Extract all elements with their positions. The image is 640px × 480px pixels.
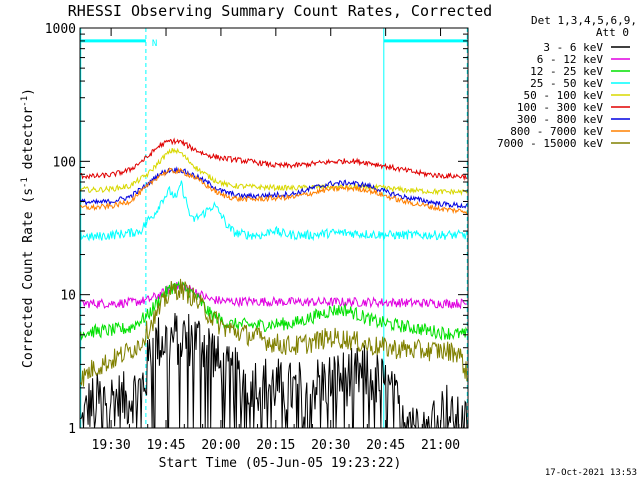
footer-timestamp: 17-Oct-2021 13:53 bbox=[545, 468, 637, 478]
y-axis-label: Corrected Count Rate (s-1 detector-1) bbox=[20, 88, 36, 368]
legend-item-2: 6 - 12 keV bbox=[537, 53, 630, 66]
night-interval-1 bbox=[80, 28, 147, 428]
legend-label-8: 800 - 7000 keV bbox=[510, 125, 603, 138]
series-line-3 bbox=[80, 280, 468, 341]
x-tick-label-6: 20:45 bbox=[366, 438, 405, 453]
y-axis-label-part3: ) bbox=[21, 88, 36, 96]
legend-item-8: 800 - 7000 keV bbox=[510, 125, 630, 138]
legend-header-1: Det 1,3,4,5,6,9, bbox=[531, 14, 637, 27]
legend-item-4: 25 - 50 keV bbox=[530, 77, 630, 90]
x-tick-label-1: 19:30 bbox=[92, 438, 131, 453]
legend-label-5: 50 - 100 keV bbox=[524, 89, 604, 102]
x-tick-label-4: 20:15 bbox=[256, 438, 295, 453]
x-tick-label-2: 19:45 bbox=[146, 438, 185, 453]
series-line-8 bbox=[80, 167, 468, 215]
series-line-2 bbox=[80, 281, 467, 310]
y-axis-label-sup1: -1 bbox=[20, 177, 30, 188]
x-axis: 19:30 19:45 20:00 20:15 20:30 20:45 21:00 bbox=[92, 28, 460, 453]
night-marker-label: N bbox=[152, 39, 157, 49]
series-line-6 bbox=[80, 137, 468, 181]
series-line-1 bbox=[80, 312, 468, 428]
legend-label-4: 25 - 50 keV bbox=[530, 77, 603, 90]
y-tick-label-1: 1 bbox=[68, 422, 76, 437]
series-line-7 bbox=[80, 166, 468, 209]
legend-item-9: 7000 - 15000 keV bbox=[497, 137, 630, 150]
legend-label-6: 100 - 300 keV bbox=[517, 101, 603, 114]
legend-item-3: 12 - 25 keV bbox=[530, 65, 630, 78]
legend-header-2: Att 0 bbox=[596, 26, 629, 39]
y-tick-label-4: 1000 bbox=[45, 22, 76, 37]
legend-label-1: 3 - 6 keV bbox=[543, 41, 603, 54]
night-intervals: N bbox=[80, 28, 468, 428]
series-line-4 bbox=[80, 180, 468, 242]
y-tick-label-2: 10 bbox=[60, 289, 76, 304]
y-axis-label-sup2: -1 bbox=[20, 96, 30, 107]
night-interval-2 bbox=[383, 28, 468, 428]
legend-label-9: 7000 - 15000 keV bbox=[497, 137, 603, 150]
x-tick-label-3: 20:00 bbox=[201, 438, 240, 453]
legend-label-7: 300 - 800 keV bbox=[517, 113, 603, 126]
plot-frame bbox=[79, 27, 469, 429]
legend-item-7: 300 - 800 keV bbox=[517, 113, 630, 126]
x-tick-label-5: 20:30 bbox=[311, 438, 350, 453]
y-axis: 1 10 100 1000 bbox=[45, 22, 468, 437]
series-line-5 bbox=[80, 147, 468, 197]
chart-title: RHESSI Observing Summary Count Rates, Co… bbox=[68, 2, 492, 20]
legend-label-3: 12 - 25 keV bbox=[530, 65, 603, 78]
legend-label-2: 6 - 12 keV bbox=[537, 53, 604, 66]
x-axis-label: Start Time (05-Jun-05 19:23:22) bbox=[159, 456, 402, 471]
y-axis-label-part2: detector bbox=[21, 107, 36, 178]
series-line-9 bbox=[80, 278, 468, 387]
legend-item-5: 50 - 100 keV bbox=[524, 89, 630, 102]
y-axis-label-part1: Corrected Count Rate (s bbox=[21, 188, 36, 368]
x-tick-label-7: 21:00 bbox=[421, 438, 460, 453]
y-tick-label-3: 100 bbox=[53, 155, 76, 170]
legend-item-1: 3 - 6 keV bbox=[543, 41, 630, 54]
legend-item-6: 100 - 300 keV bbox=[517, 101, 630, 114]
series-layer bbox=[80, 137, 468, 428]
